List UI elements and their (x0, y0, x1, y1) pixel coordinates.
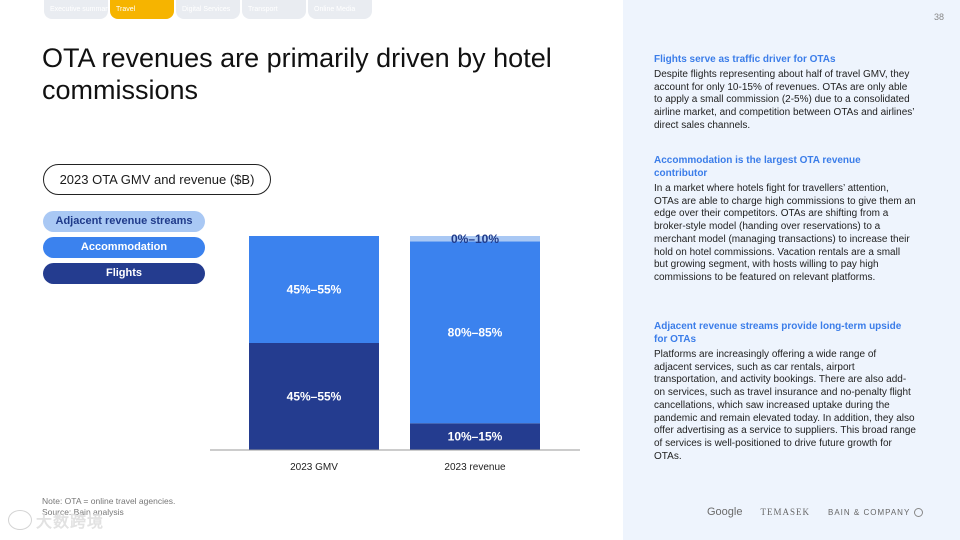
bain-mark-icon (914, 507, 924, 517)
bar-segment (249, 236, 379, 343)
nav-tab-online-media[interactable]: Online Media (308, 0, 372, 19)
nav-tab-digital-services[interactable]: Digital Services (176, 0, 240, 19)
insights-sidebar: 38 Flights serve as traffic driver for O… (623, 0, 960, 540)
x-tick-label: 2023 GMV (290, 462, 338, 473)
insight-heading-adjacent: Adjacent revenue streams provide long-te… (654, 321, 902, 345)
insight-heading-accommodation: Accommodation is the largest OTA revenue… (654, 155, 861, 179)
data-label: 45%–55% (287, 283, 342, 297)
partner-logos: Google TEMASEK BAIN & COMPANY (707, 506, 924, 518)
insight-section-adjacent: Adjacent revenue streams provide long-te… (654, 320, 916, 463)
bar-segment (249, 343, 379, 450)
insight-body-adjacent: Platforms are increasingly offering a wi… (654, 349, 916, 462)
chart-legend: Adjacent revenue streams Accommodation F… (43, 211, 205, 289)
x-tick-label: 2023 revenue (444, 462, 506, 473)
bain-logo-text: BAIN & COMPANY (827, 507, 911, 517)
chart-title: 2023 OTA GMV and revenue ($B) (43, 164, 271, 195)
data-label: 45%–55% (287, 390, 342, 404)
stacked-bar-chart: 45%–55% 45%–55% 2023 GMV 10%–15% 80%–85% 0%–1… (210, 232, 580, 473)
insight-section-accommodation: Accommodation is the largest OTA revenue… (654, 154, 916, 285)
bar-segment (410, 236, 540, 242)
temasek-logo: TEMASEK (760, 507, 810, 517)
legend-item-adjacent-revenue: Adjacent revenue streams (43, 211, 205, 232)
legend-item-accommodation: Accommodation (43, 237, 205, 258)
nav-tab-executive-summary[interactable]: Executive summary (44, 0, 108, 19)
section-nav-tabs: Executive summary Travel Digital Service… (44, 0, 372, 19)
nav-tab-transport[interactable]: Transport (242, 0, 306, 19)
footnote-note: Note: OTA = online travel agencies. (42, 496, 176, 506)
bar-segment (410, 241, 540, 424)
insight-heading-flights: Flights serve as traffic driver for OTAs (654, 54, 836, 65)
slide-headline: OTA revenues are primarily driven by hot… (42, 43, 552, 105)
nav-tab-travel[interactable]: Travel (110, 0, 174, 19)
data-label: 80%–85% (448, 325, 503, 339)
insight-section-flights: Flights serve as traffic driver for OTAs… (654, 53, 916, 133)
watermark: 大数跨境 (8, 508, 104, 532)
footnote: Note: OTA = online travel agencies. Sour… (42, 496, 175, 518)
legend-item-flights: Flights (43, 263, 205, 284)
footnote-source: Source: Bain analysis (42, 507, 124, 517)
google-logo: Google (707, 506, 743, 518)
data-label: 10%–15% (448, 430, 503, 444)
bain-logo: BAIN & COMPANY (827, 507, 924, 517)
watermark-text: 大数跨境 (36, 514, 105, 531)
page-number: 38 (933, 12, 944, 22)
watermark-logo-icon (8, 510, 32, 530)
data-label: 0%–10% (451, 232, 499, 246)
insight-body-accommodation: In a market where hotels fight for trave… (654, 183, 916, 283)
insight-body-flights: Despite flights representing about half … (654, 69, 915, 131)
bar-segment (410, 423, 540, 450)
